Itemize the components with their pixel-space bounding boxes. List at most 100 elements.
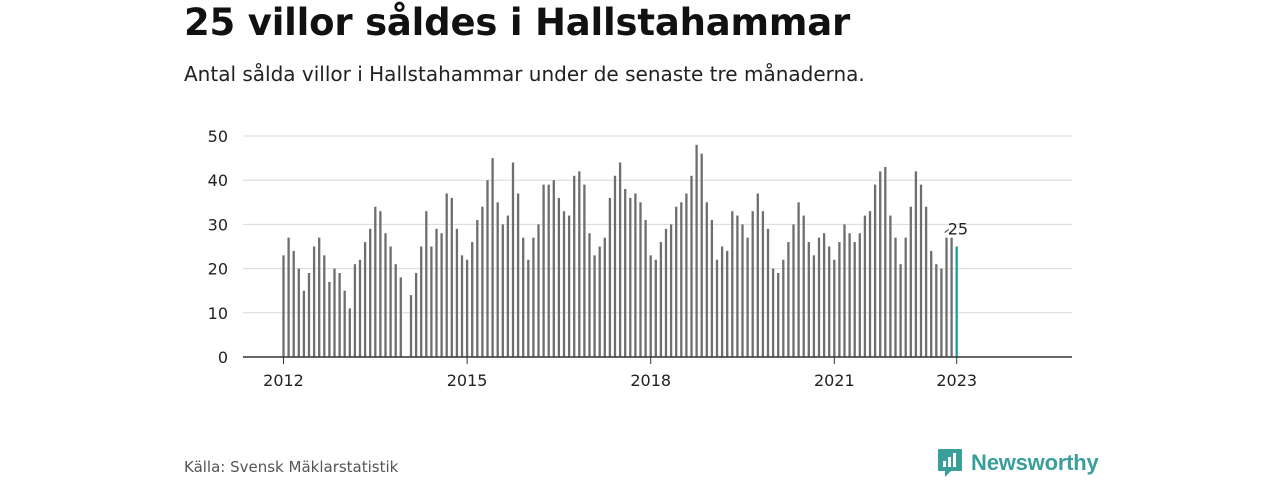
bar	[634, 193, 637, 357]
bar	[659, 242, 663, 357]
bar	[501, 224, 504, 357]
bar	[654, 259, 657, 357]
bar	[282, 255, 285, 357]
bar	[741, 224, 744, 357]
bar	[460, 255, 464, 357]
bar	[425, 211, 428, 357]
y-tick-label: 50	[208, 127, 228, 146]
bar	[440, 233, 443, 357]
bar	[879, 171, 882, 357]
y-tick-label: 0	[218, 348, 228, 367]
bar	[527, 259, 530, 357]
bar	[731, 211, 734, 357]
chart-title: 25 villor såldes i Hallstahammar	[184, 1, 851, 44]
bar	[930, 250, 933, 357]
bar	[889, 215, 892, 357]
bar	[608, 197, 612, 357]
bar	[899, 264, 902, 357]
data-label: 25	[948, 220, 968, 239]
bar	[338, 273, 341, 357]
bar	[511, 162, 515, 357]
bar	[547, 184, 550, 357]
bar	[481, 206, 484, 357]
bar	[680, 202, 683, 357]
bar	[935, 264, 938, 357]
bar	[491, 158, 494, 357]
bar	[945, 237, 948, 357]
bar	[552, 180, 555, 357]
bar	[843, 224, 846, 357]
bar	[685, 193, 688, 357]
bar	[700, 153, 703, 357]
bar	[777, 273, 780, 357]
bar	[532, 237, 535, 357]
bar	[414, 273, 418, 357]
bar	[868, 211, 872, 357]
bar	[348, 308, 351, 357]
bar	[542, 184, 545, 357]
bar	[766, 228, 770, 357]
bar	[919, 184, 923, 357]
bar	[884, 166, 887, 357]
bar	[710, 219, 714, 357]
bar	[486, 180, 489, 357]
bar	[817, 237, 821, 357]
y-tick-label: 10	[208, 304, 228, 323]
bar	[353, 264, 357, 357]
bar	[450, 197, 453, 357]
bar	[675, 206, 678, 357]
bar	[812, 255, 816, 357]
bar	[756, 193, 759, 357]
bar	[455, 228, 459, 357]
newsworthy-logo[interactable]: Newsworthy	[937, 448, 1099, 478]
bar	[751, 211, 754, 357]
bar	[924, 206, 928, 357]
bar	[394, 264, 397, 357]
bar	[624, 189, 627, 357]
bar	[833, 259, 836, 357]
bar	[583, 184, 586, 357]
bar	[307, 273, 311, 357]
bar	[853, 242, 856, 357]
bar	[333, 268, 336, 357]
bar	[567, 215, 571, 357]
x-tick-label: 2023	[936, 371, 977, 390]
bar	[664, 228, 668, 357]
bar	[562, 211, 566, 357]
bar-highlight	[955, 246, 958, 357]
bar	[435, 228, 438, 357]
bar	[761, 211, 765, 357]
x-tick-label: 2015	[447, 371, 488, 390]
bar	[496, 202, 499, 357]
bar	[618, 162, 622, 357]
bar	[506, 215, 510, 357]
bar	[792, 224, 795, 357]
bar	[302, 290, 306, 357]
bar	[822, 233, 826, 357]
bar	[613, 175, 617, 357]
bar	[807, 242, 810, 357]
bar	[598, 246, 601, 357]
bar	[720, 246, 724, 357]
bar	[287, 237, 290, 357]
bar	[736, 215, 739, 357]
bar	[445, 193, 448, 357]
x-tick-label: 2021	[814, 371, 855, 390]
bar	[629, 197, 632, 357]
bar	[593, 255, 596, 357]
x-tick-label: 2012	[263, 371, 304, 390]
bar	[430, 246, 433, 357]
y-tick-label: 20	[208, 260, 228, 279]
bar	[379, 211, 382, 357]
bar	[797, 202, 800, 357]
bar	[828, 246, 831, 357]
bar	[328, 281, 331, 357]
bar	[522, 237, 525, 357]
bar	[705, 202, 708, 357]
bar	[644, 219, 647, 357]
bar	[323, 255, 326, 357]
bar	[343, 290, 346, 357]
bar	[409, 295, 413, 357]
data-label-leader	[944, 229, 950, 233]
